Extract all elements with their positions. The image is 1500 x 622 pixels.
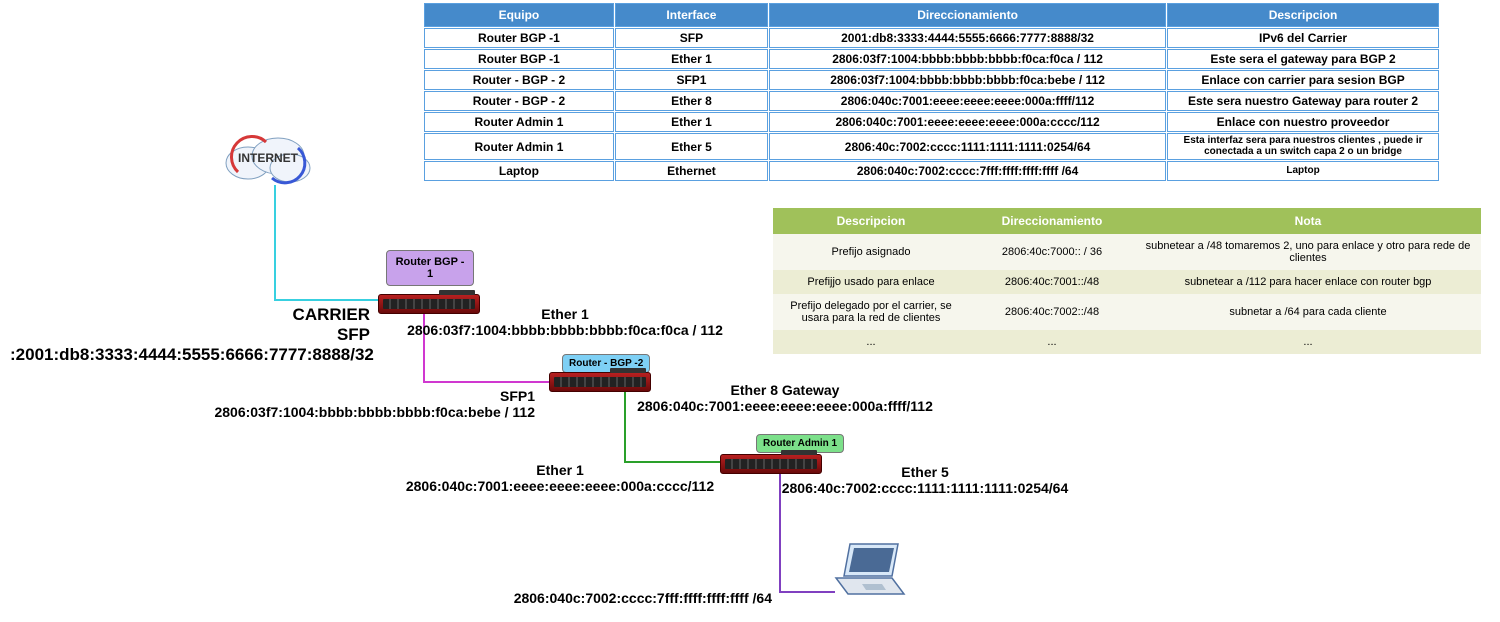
carrier-label: CARRIER SFP :2001:db8:3333:4444:5555:666… <box>10 305 370 365</box>
cell: Ethernet <box>615 161 768 181</box>
cell: 2806:40c:7000:: / 36 <box>969 234 1135 270</box>
ether5-label: Ether 5 2806:40c:7002:cccc:1111:1111:111… <box>780 464 1070 496</box>
cell: ... <box>773 330 969 354</box>
cell: Ether 1 <box>615 112 768 132</box>
th-direccionamiento: Direccionamiento <box>969 208 1135 234</box>
table-row: Prefijo delegado por el carrier, se usar… <box>773 294 1481 330</box>
cell: Router BGP -1 <box>424 28 614 48</box>
cell: subnetear a /112 para hacer enlace con r… <box>1135 270 1481 294</box>
cell: Este sera el gateway para BGP 2 <box>1167 49 1439 69</box>
th-nota: Nota <box>1135 208 1481 234</box>
ether1-r1-addr: 2806:03f7:1004:bbbb:bbbb:bbbb:f0ca:f0ca … <box>407 322 723 338</box>
ether1-r3-addr: 2806:040c:7001:eeee:eeee:eeee:000a:cccc/… <box>406 478 714 494</box>
cell: Router BGP -1 <box>424 49 614 69</box>
table-row: Router - BGP - 2 SFP1 2806:03f7:1004:bbb… <box>424 70 1439 90</box>
cell: 2806:40c:7002:cccc:1111:1111:1111:0254/6… <box>769 133 1166 160</box>
ether1-r1-title: Ether 1 <box>541 306 588 322</box>
cell: Laptop <box>424 161 614 181</box>
cell: subnetar a /64 para cada cliente <box>1135 294 1481 330</box>
table-row: Laptop Ethernet 2806:040c:7002:cccc:7fff… <box>424 161 1439 181</box>
router-bgp1-box: Router BGP - 1 <box>386 250 474 286</box>
th-descripcion: Descripcion <box>1167 3 1439 27</box>
cell: Router - BGP - 2 <box>424 91 614 111</box>
ether8-addr: 2806:040c:7001:eeee:eeee:eeee:000a:ffff/… <box>637 398 933 414</box>
table-row: Router BGP -1 SFP 2001:db8:3333:4444:555… <box>424 28 1439 48</box>
cell: Ether 8 <box>615 91 768 111</box>
sfp1-addr: 2806:03f7:1004:bbbb:bbbb:bbbb:f0ca:bebe … <box>214 404 535 420</box>
table-header-row: Equipo Interface Direccionamiento Descri… <box>424 3 1439 27</box>
cell: Prefijjo usado para enlace <box>773 270 969 294</box>
addressing-table: Equipo Interface Direccionamiento Descri… <box>423 2 1440 182</box>
ether1-r1-label: Ether 1 2806:03f7:1004:bbbb:bbbb:bbbb:f0… <box>405 306 725 338</box>
cell: Router Admin 1 <box>424 133 614 160</box>
cell: Enlace con carrier para sesion BGP <box>1167 70 1439 90</box>
cell: Prefijo delegado por el carrier, se usar… <box>773 294 969 330</box>
cell: Enlace con nuestro proveedor <box>1167 112 1439 132</box>
internet-cloud-icon: INTERNET <box>218 128 318 188</box>
ether5-addr: 2806:40c:7002:cccc:1111:1111:1111:0254/6… <box>782 480 1069 496</box>
table-row: Router Admin 1 Ether 5 2806:40c:7002:ccc… <box>424 133 1439 160</box>
th-equipo: Equipo <box>424 3 614 27</box>
cell: subnetear a /48 tomaremos 2, uno para en… <box>1135 234 1481 270</box>
cell: Router Admin 1 <box>424 112 614 132</box>
cell: Ether 5 <box>615 133 768 160</box>
carrier-sfp-addr: SFP :2001:db8:3333:4444:5555:6666:7777:8… <box>10 325 374 364</box>
cell: 2806:03f7:1004:bbbb:bbbb:bbbb:f0ca:f0ca … <box>769 49 1166 69</box>
cell: 2806:40c:7002::/48 <box>969 294 1135 330</box>
prefix-table: Descripcion Direccionamiento Nota Prefij… <box>773 208 1481 354</box>
cell: 2806:040c:7002:cccc:7fff:ffff:ffff:ffff … <box>769 161 1166 181</box>
laptop-icon <box>832 540 912 600</box>
ether8-label: Ether 8 Gateway 2806:040c:7001:eeee:eeee… <box>635 382 935 414</box>
cell: 2806:040c:7001:eeee:eeee:eeee:000a:cccc/… <box>769 112 1166 132</box>
table-row: Prefijo asignado 2806:40c:7000:: / 36 su… <box>773 234 1481 270</box>
table-row: ... ... ... <box>773 330 1481 354</box>
carrier-title: CARRIER <box>293 305 370 324</box>
cell: 2806:040c:7001:eeee:eeee:eeee:000a:ffff/… <box>769 91 1166 111</box>
cell: SFP1 <box>615 70 768 90</box>
table-row: Router BGP -1 Ether 1 2806:03f7:1004:bbb… <box>424 49 1439 69</box>
cell: 2806:40c:7001::/48 <box>969 270 1135 294</box>
cell: Esta interfaz sera para nuestros cliente… <box>1167 133 1439 160</box>
cell: Laptop <box>1167 161 1439 181</box>
sfp1-title: SFP1 <box>500 388 535 404</box>
laptop-addr-label: 2806:040c:7002:cccc:7fff:ffff:ffff:ffff … <box>472 590 772 606</box>
cell: Router - BGP - 2 <box>424 70 614 90</box>
sfp1-label: SFP1 2806:03f7:1004:bbbb:bbbb:bbbb:f0ca:… <box>195 388 535 420</box>
cell: 2806:03f7:1004:bbbb:bbbb:bbbb:f0ca:bebe … <box>769 70 1166 90</box>
table-row: Prefijjo usado para enlace 2806:40c:7001… <box>773 270 1481 294</box>
cell: IPv6 del Carrier <box>1167 28 1439 48</box>
cell: ... <box>1135 330 1481 354</box>
cell: Prefijo asignado <box>773 234 969 270</box>
ether1-r3-label: Ether 1 2806:040c:7001:eeee:eeee:eeee:00… <box>405 462 715 494</box>
th-descripcion: Descripcion <box>773 208 969 234</box>
cell: Ether 1 <box>615 49 768 69</box>
table-row: Router Admin 1 Ether 1 2806:040c:7001:ee… <box>424 112 1439 132</box>
th-interface: Interface <box>615 3 768 27</box>
table-row: Router - BGP - 2 Ether 8 2806:040c:7001:… <box>424 91 1439 111</box>
cell: ... <box>969 330 1135 354</box>
table-header-row: Descripcion Direccionamiento Nota <box>773 208 1481 234</box>
ether5-title: Ether 5 <box>901 464 948 480</box>
ether1-r3-title: Ether 1 <box>536 462 583 478</box>
cell: 2001:db8:3333:4444:5555:6666:7777:8888/3… <box>769 28 1166 48</box>
ether8-title: Ether 8 Gateway <box>731 382 840 398</box>
internet-label: INTERNET <box>238 151 298 165</box>
th-direccionamiento: Direccionamiento <box>769 3 1166 27</box>
cell: Este sera nuestro Gateway para router 2 <box>1167 91 1439 111</box>
cell: SFP <box>615 28 768 48</box>
